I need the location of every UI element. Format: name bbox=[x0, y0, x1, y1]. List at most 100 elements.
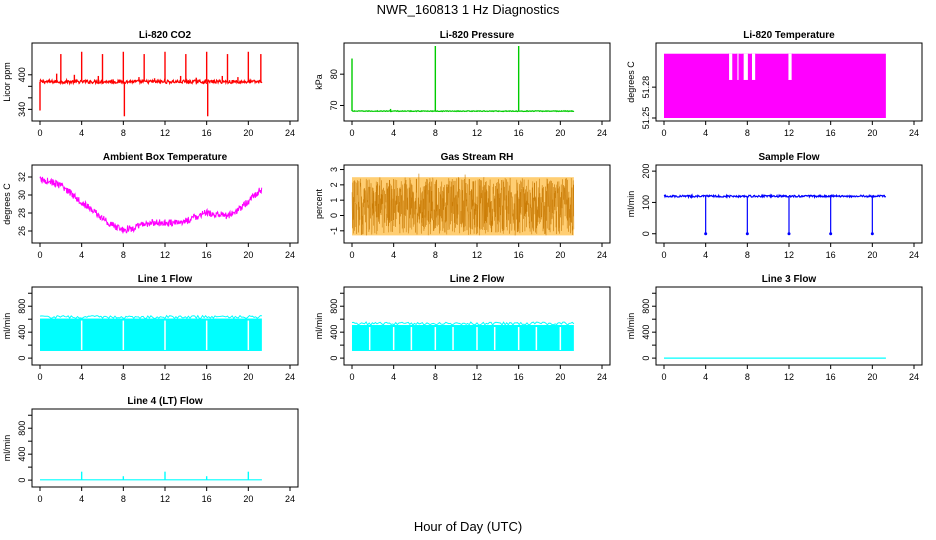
temperature-dropout bbox=[728, 53, 733, 80]
x-tick-label: 0 bbox=[37, 372, 42, 382]
x-tick-label: 8 bbox=[433, 250, 438, 260]
rh-series bbox=[351, 173, 575, 236]
temperature-dropout bbox=[743, 53, 749, 80]
y-tick-label: 0 bbox=[17, 356, 27, 361]
flow-dip-point bbox=[745, 232, 749, 236]
x-tick-label: 12 bbox=[472, 250, 482, 260]
x-tick-label: 4 bbox=[391, 250, 396, 260]
x-tick-label: 8 bbox=[745, 250, 750, 260]
x-tick-label: 20 bbox=[243, 494, 253, 504]
panel-title: Line 1 Flow bbox=[138, 274, 193, 285]
plot-frame bbox=[655, 286, 923, 366]
y-tick-label: 28 bbox=[17, 208, 27, 218]
y-axis-label: ml/min bbox=[626, 313, 636, 340]
x-tick-label: 16 bbox=[202, 372, 212, 382]
x-tick-label: 4 bbox=[703, 372, 708, 382]
x-tick-label: 20 bbox=[243, 372, 253, 382]
x-tick-label: 4 bbox=[79, 128, 84, 138]
x-tick-label: 4 bbox=[79, 250, 84, 260]
x-tick-label: 16 bbox=[202, 250, 212, 260]
x-tick-label: 8 bbox=[745, 128, 750, 138]
x-tick-label: 12 bbox=[472, 128, 482, 138]
panel-title: Sample Flow bbox=[758, 152, 819, 163]
panel-title: Line 3 Flow bbox=[762, 274, 817, 285]
y-axis-label: ml/min bbox=[626, 191, 636, 218]
y-tick-label: 200 bbox=[641, 164, 651, 179]
x-tick-label: 16 bbox=[826, 250, 836, 260]
x-tick-label: 24 bbox=[909, 128, 919, 138]
y-tick-label: 26 bbox=[17, 226, 27, 236]
flow-dip-point bbox=[829, 232, 833, 236]
panel-title: Line 4 (LT) Flow bbox=[127, 396, 203, 407]
y-tick-label: 3 bbox=[329, 167, 339, 172]
flow-fill bbox=[352, 325, 574, 351]
x-tick-label: 20 bbox=[555, 128, 565, 138]
x-tick-label: 20 bbox=[555, 372, 565, 382]
x-tick-label: 0 bbox=[349, 250, 354, 260]
x-tick-label: 16 bbox=[826, 372, 836, 382]
y-tick-label: 800 bbox=[329, 299, 339, 314]
panel-6: Sample Flow 0 4 8 12 16 20 24 0 100 200 ml/min bbox=[626, 152, 923, 260]
x-tick-label: 24 bbox=[597, 128, 607, 138]
y-axis-label: ml/min bbox=[314, 313, 324, 340]
y-axis-label: ml/min bbox=[2, 435, 12, 462]
x-tick-label: 8 bbox=[121, 494, 126, 504]
x-tick-label: 8 bbox=[121, 372, 126, 382]
x-tick-label: 12 bbox=[784, 250, 794, 260]
panel-title: Li-820 Pressure bbox=[440, 30, 515, 41]
y-tick-label: 400 bbox=[17, 67, 27, 82]
temperature-dropout bbox=[751, 53, 756, 80]
temperature-fill bbox=[664, 53, 886, 118]
y-tick-label: 800 bbox=[17, 299, 27, 314]
x-tick-label: 4 bbox=[391, 372, 396, 382]
y-tick-label: 70 bbox=[329, 100, 339, 110]
panel-title: Ambient Box Temperature bbox=[103, 152, 228, 163]
y-tick-label: 0 bbox=[641, 356, 651, 361]
x-tick-label: 8 bbox=[121, 250, 126, 260]
y-tick-label: 400 bbox=[329, 325, 339, 340]
y-tick-label: 100 bbox=[641, 195, 651, 210]
x-tick-label: 4 bbox=[391, 128, 396, 138]
x-tick-label: 24 bbox=[285, 494, 295, 504]
x-axis-label: Hour of Day (UTC) bbox=[414, 519, 522, 534]
flow-dip-point bbox=[704, 232, 708, 236]
y-tick-label: 400 bbox=[17, 325, 27, 340]
x-tick-label: 24 bbox=[909, 372, 919, 382]
panel-7: Line 1 Flow 0 4 8 12 16 20 24 0 400 800 ml/min bbox=[2, 274, 299, 382]
plot-frame bbox=[343, 42, 611, 122]
flow-top bbox=[39, 314, 262, 320]
x-tick-label: 12 bbox=[472, 372, 482, 382]
x-tick-label: 24 bbox=[909, 250, 919, 260]
figure-title: NWR_160813 1 Hz Diagnostics bbox=[377, 2, 560, 17]
x-tick-label: 8 bbox=[433, 128, 438, 138]
panel-title: Li-820 Temperature bbox=[743, 30, 835, 41]
x-tick-label: 4 bbox=[79, 494, 84, 504]
y-axis-label: Licor ppm bbox=[2, 62, 12, 102]
y-tick-label: 800 bbox=[641, 299, 651, 314]
x-tick-label: 12 bbox=[160, 250, 170, 260]
x-tick-label: 16 bbox=[202, 494, 212, 504]
x-tick-label: 24 bbox=[285, 372, 295, 382]
x-tick-label: 24 bbox=[597, 250, 607, 260]
panel-3: Li-820 Temperature 0 4 8 12 16 20 24 51.25 51.28 d… bbox=[626, 30, 923, 138]
y-axis-label: degrees C bbox=[626, 61, 636, 103]
x-tick-label: 20 bbox=[555, 250, 565, 260]
y-tick-label: 0 bbox=[329, 213, 339, 218]
panel-8: Line 2 Flow 0 4 8 12 16 20 24 0 400 800 ml/min bbox=[314, 274, 611, 382]
y-tick-label: 800 bbox=[17, 421, 27, 436]
y-axis-label: kPa bbox=[314, 74, 324, 90]
x-tick-label: 24 bbox=[285, 250, 295, 260]
x-tick-label: 4 bbox=[703, 250, 708, 260]
x-tick-label: 0 bbox=[37, 494, 42, 504]
y-tick-label: -1 bbox=[329, 227, 339, 235]
y-axis-label: ml/min bbox=[2, 313, 12, 340]
panel-2: Li-820 Pressure 0 4 8 12 16 20 24 70 80 kPa bbox=[314, 30, 611, 138]
x-tick-label: 0 bbox=[37, 128, 42, 138]
panel-title: Gas Stream RH bbox=[441, 152, 514, 163]
temperature-series bbox=[39, 176, 263, 234]
temperature-dropout bbox=[787, 53, 793, 80]
series-line bbox=[39, 77, 263, 86]
y-tick-label: 32 bbox=[17, 172, 27, 182]
